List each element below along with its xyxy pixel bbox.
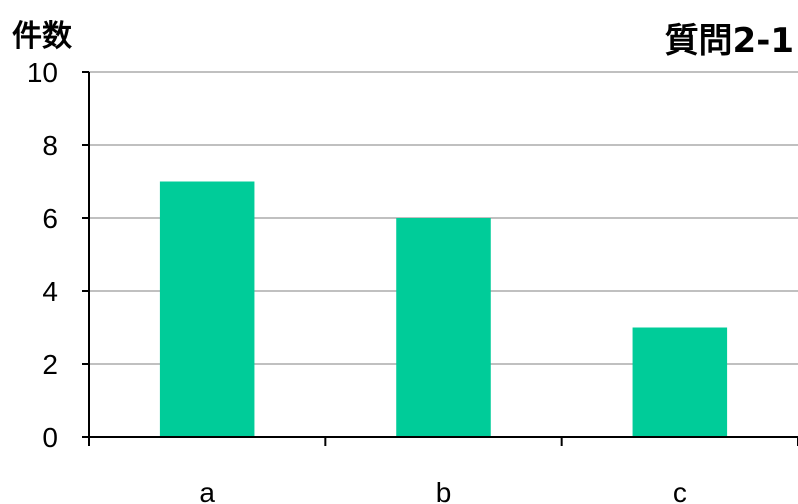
chart-title: 質問2-1 (665, 21, 794, 61)
x-tick-label-c: c (673, 477, 687, 504)
x-tick-label-a: a (199, 477, 215, 504)
y-tick-label-4: 4 (42, 276, 58, 307)
y-tick-labels: 0 2 4 6 8 10 (27, 57, 58, 453)
bar-a (159, 181, 255, 437)
y-tick-label-8: 8 (42, 130, 58, 161)
bar-c (632, 327, 728, 437)
y-tick-label-10: 10 (27, 57, 58, 88)
axes (82, 71, 798, 446)
x-tick-labels: a b c (199, 477, 686, 504)
bar-b (396, 218, 491, 437)
y-tick-label-2: 2 (42, 349, 58, 380)
y-tick-label-6: 6 (42, 203, 58, 234)
y-axis-label: 件数 (12, 19, 73, 54)
x-tick-label-b: b (436, 477, 452, 504)
y-tick-label-0: 0 (42, 422, 58, 453)
bars (159, 181, 728, 437)
